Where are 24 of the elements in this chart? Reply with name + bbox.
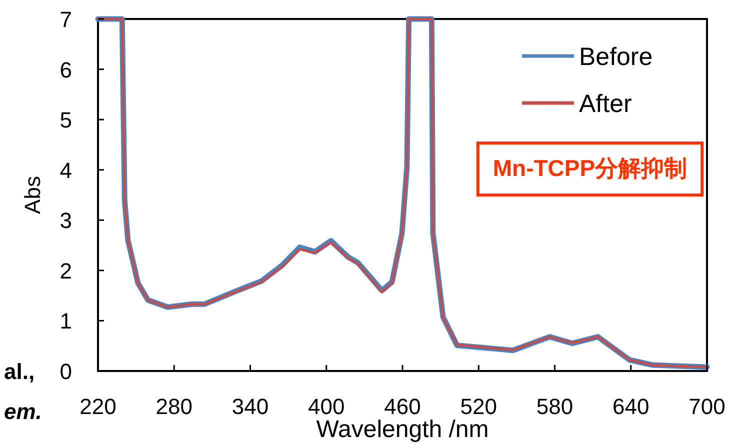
- annotation: Mn-TCPP分解抑制: [492, 155, 688, 181]
- x-tick-label: 400: [308, 394, 345, 419]
- x-tick-label: 520: [460, 394, 497, 419]
- x-tick-label: 220: [80, 394, 116, 419]
- y-tick-label: 2: [60, 258, 72, 284]
- y-axis-title: Abs: [20, 176, 45, 214]
- text: al.,: [4, 359, 35, 384]
- y-tick-label: 7: [60, 7, 72, 32]
- y-tick-label: 1: [60, 308, 72, 334]
- y-tick-label: 3: [60, 208, 72, 234]
- legend-label: After: [579, 90, 632, 118]
- x-tick-label: 340: [232, 394, 269, 419]
- legend-label: Before: [579, 43, 653, 71]
- x-tick-label: 280: [156, 394, 192, 419]
- x-tick-label: 640: [612, 394, 650, 419]
- x-tick-label: 460: [384, 394, 421, 419]
- y-tick-label: 4: [60, 158, 72, 183]
- x-tick-label: 700: [688, 394, 726, 419]
- x-axis-title: Wavelength /nm: [316, 416, 489, 443]
- x-tick-label: 580: [536, 394, 574, 419]
- y-tick-label: 0: [60, 359, 72, 384]
- text: em.: [4, 399, 42, 424]
- y-tick-label: 6: [60, 57, 72, 82]
- y-tick-label: 5: [60, 108, 72, 133]
